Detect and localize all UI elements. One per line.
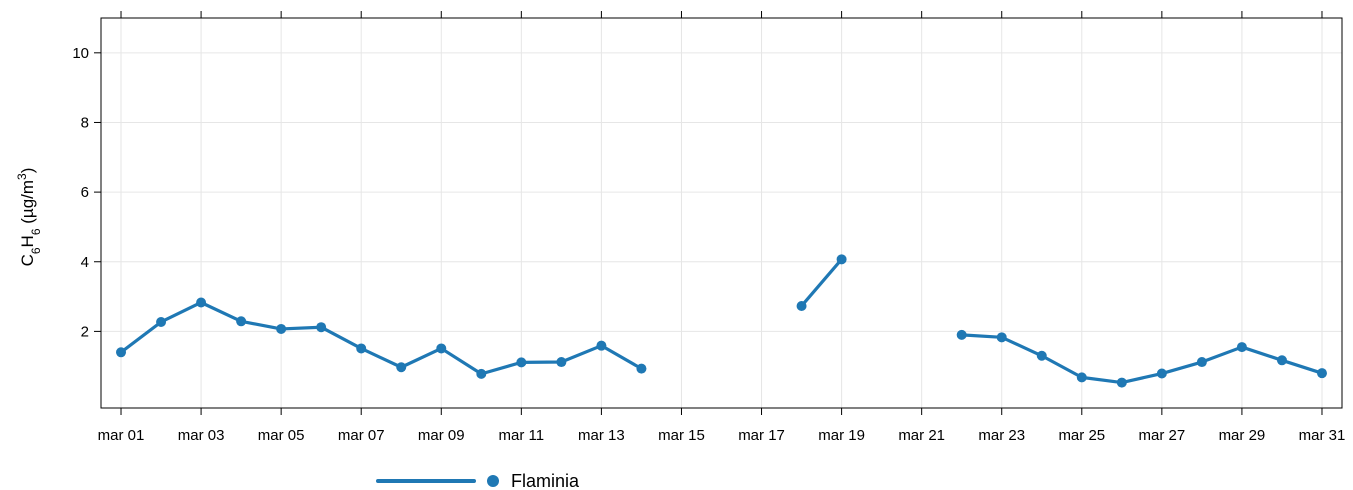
y-tick-label: 8 [81, 114, 89, 131]
data-point [1196, 357, 1207, 368]
x-tick-label: mar 23 [978, 427, 1025, 444]
x-tick-label: mar 05 [258, 427, 305, 444]
data-point [596, 340, 607, 351]
x-axis: mar 01 mar 03 mar 05 mar 07 mar 09 mar 11 mar … [98, 11, 1346, 444]
series-layer [116, 254, 1327, 388]
plot-frame [100, 17, 1343, 409]
grid-lines [101, 18, 1342, 408]
legend: Flaminia [376, 471, 580, 490]
data-point [476, 368, 487, 379]
legend-label: Flaminia [511, 471, 580, 490]
data-point [1036, 350, 1047, 361]
y-tick-label: 4 [81, 254, 89, 271]
data-point [1076, 372, 1087, 383]
data-point [1236, 342, 1247, 353]
data-point [1276, 355, 1287, 366]
data-point [316, 322, 327, 333]
data-point [356, 343, 367, 354]
x-tick-label: mar 13 [578, 427, 625, 444]
x-tick-label: mar 01 [98, 427, 145, 444]
y-axis-label: C6H6 (µg/m3) [15, 168, 43, 267]
legend-marker [487, 475, 499, 487]
series-line-segment [960, 333, 1324, 385]
data-point [1156, 368, 1167, 379]
x-tick-label: mar 21 [898, 427, 945, 444]
data-point [1316, 368, 1327, 379]
y-tick-label: 10 [72, 45, 89, 62]
data-point [436, 343, 447, 354]
data-point [116, 347, 127, 358]
data-point [396, 362, 407, 373]
x-tick-label: mar 03 [178, 427, 225, 444]
y-tick-label: 6 [81, 184, 89, 201]
x-tick-label: mar 09 [418, 427, 465, 444]
data-point [556, 357, 567, 368]
data-point [996, 332, 1007, 343]
x-tick-label: mar 19 [818, 427, 865, 444]
series-line-segment [799, 257, 844, 308]
x-tick-label: mar 07 [338, 427, 385, 444]
x-tick-label: mar 15 [658, 427, 705, 444]
y-tick-label: 2 [81, 323, 89, 340]
data-point [236, 316, 247, 327]
data-point [156, 316, 167, 327]
data-point [836, 254, 847, 265]
x-tick-label: mar 27 [1139, 427, 1186, 444]
data-point [516, 357, 527, 368]
data-point [636, 363, 647, 374]
x-tick-label: mar 17 [738, 427, 785, 444]
y-axis: 2 4 6 8 10 [72, 45, 101, 340]
x-tick-label: mar 29 [1219, 427, 1266, 444]
data-point [276, 323, 287, 334]
data-point [1116, 377, 1127, 388]
data-point [196, 297, 207, 308]
series-line-segment [119, 300, 644, 376]
x-tick-label: mar 31 [1299, 427, 1346, 444]
data-point [956, 329, 967, 340]
data-point [796, 300, 807, 311]
x-tick-label: mar 25 [1058, 427, 1105, 444]
x-tick-label: mar 11 [499, 427, 545, 444]
